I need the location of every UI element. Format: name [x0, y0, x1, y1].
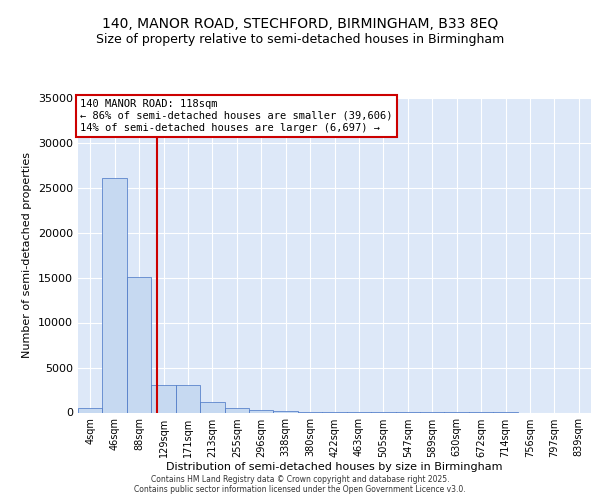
Text: Contains HM Land Registry data © Crown copyright and database right 2025.: Contains HM Land Registry data © Crown c… — [151, 475, 449, 484]
Bar — [127, 276, 151, 412]
Bar — [200, 402, 224, 412]
Bar — [176, 384, 200, 412]
Bar — [78, 408, 103, 412]
Text: 140, MANOR ROAD, STECHFORD, BIRMINGHAM, B33 8EQ: 140, MANOR ROAD, STECHFORD, BIRMINGHAM, … — [102, 18, 498, 32]
Text: Size of property relative to semi-detached houses in Birmingham: Size of property relative to semi-detach… — [96, 32, 504, 46]
X-axis label: Distribution of semi-detached houses by size in Birmingham: Distribution of semi-detached houses by … — [166, 462, 503, 472]
Bar — [151, 385, 176, 412]
Y-axis label: Number of semi-detached properties: Number of semi-detached properties — [22, 152, 32, 358]
Bar — [249, 410, 274, 412]
Text: 140 MANOR ROAD: 118sqm
← 86% of semi-detached houses are smaller (39,606)
14% of: 140 MANOR ROAD: 118sqm ← 86% of semi-det… — [80, 100, 393, 132]
Bar — [103, 178, 127, 412]
Text: Contains public sector information licensed under the Open Government Licence v3: Contains public sector information licen… — [134, 485, 466, 494]
Bar — [224, 408, 249, 412]
